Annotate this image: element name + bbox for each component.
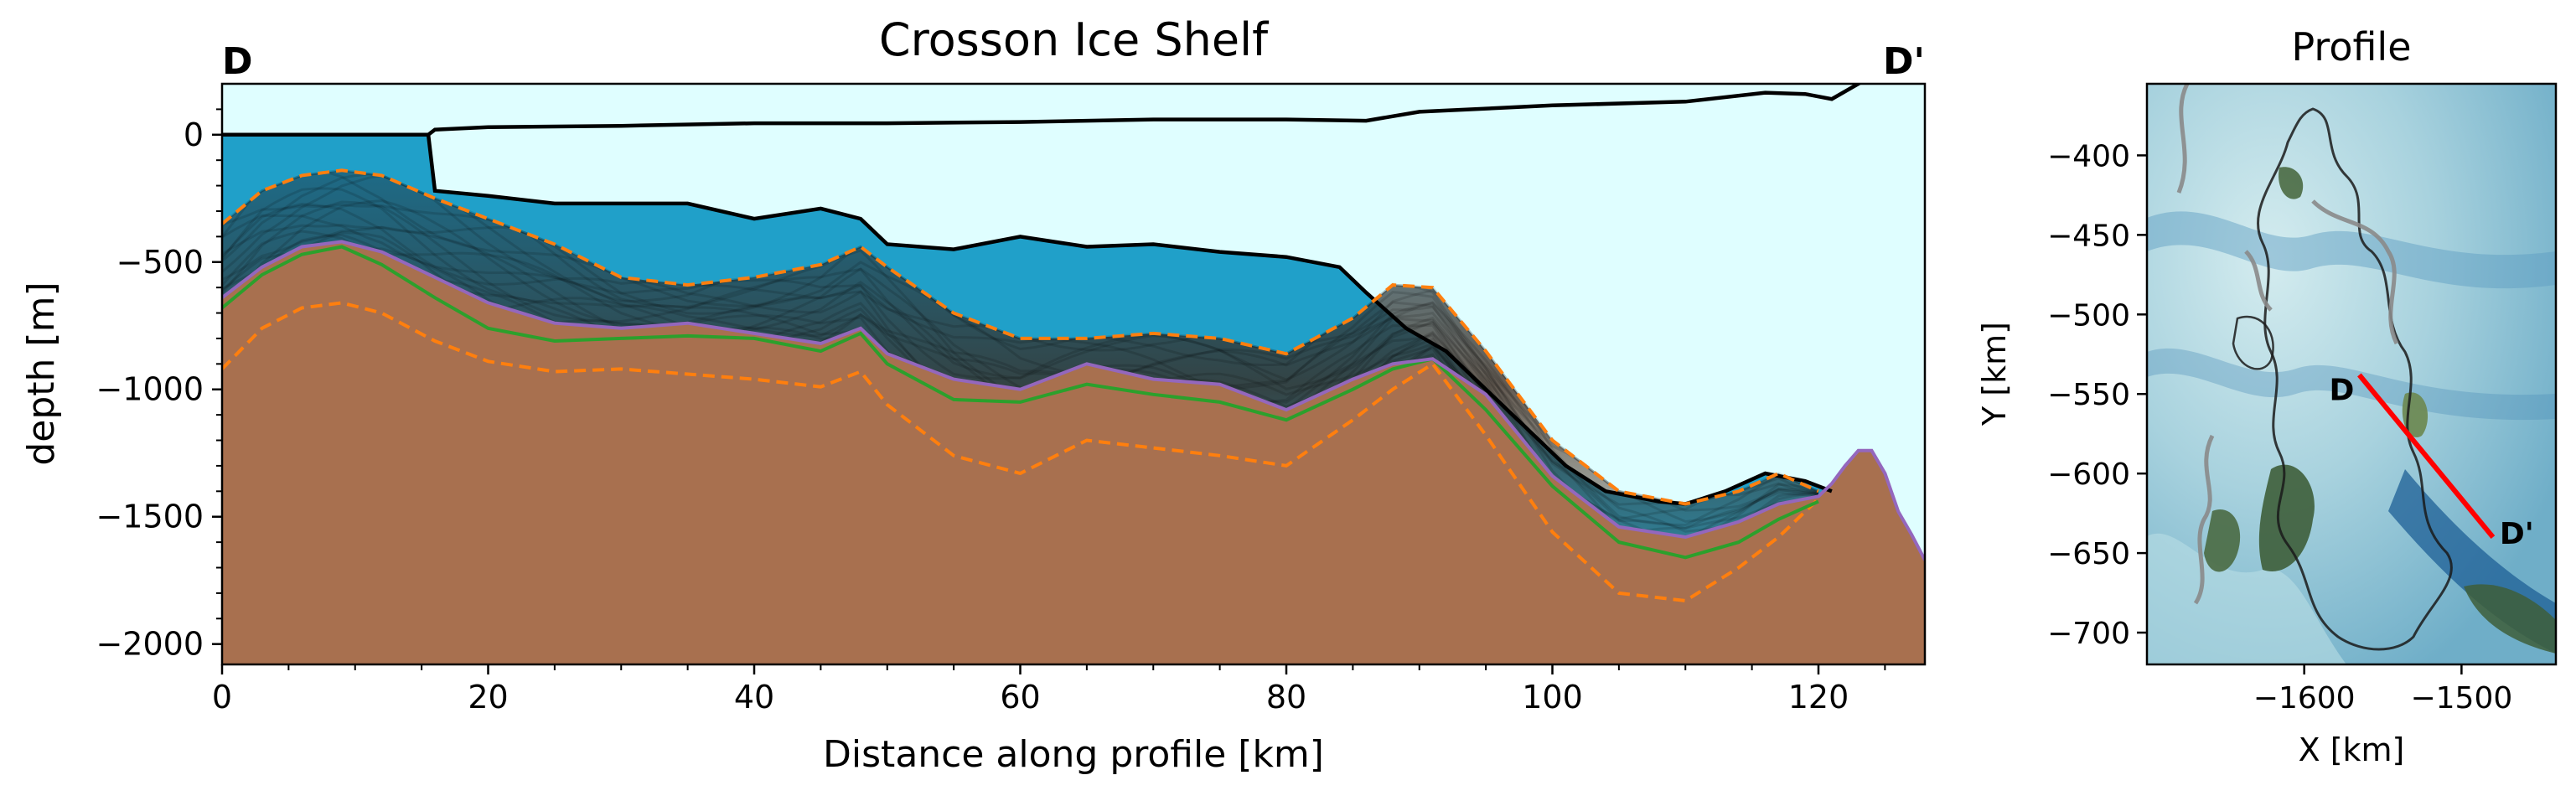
y-axis: 0 −500 −1000 −1500 −2000 [96, 108, 222, 663]
profile-line [2357, 373, 2496, 540]
endpoint-label-start: D [222, 40, 253, 83]
y-tick-label: −1500 [96, 499, 204, 535]
ensemble-line [222, 171, 1819, 527]
x-tick-label: 40 [734, 679, 774, 716]
map-y-tick-label: −650 [2047, 537, 2130, 571]
ice-shelf-outline [2257, 107, 2453, 651]
map-endpoint-end: D' [2500, 517, 2534, 551]
map-y-tick-label: −500 [2047, 298, 2130, 333]
x-tick-label: 120 [1788, 679, 1849, 716]
chart-title: Crosson Ice Shelf [879, 13, 1270, 66]
ice-base-line [222, 132, 1833, 506]
map-y-axis: −400 −450 −500 −550 −600 −650 −700 [2047, 139, 2147, 651]
ice-flow-texture [2147, 211, 2556, 289]
map-endpoint-start: D [2329, 373, 2354, 407]
y-tick-label: −2000 [96, 626, 204, 663]
location-map: Profile D D' −1600 −1500 −400 −450 −500 −550… [1976, 24, 2558, 768]
endpoint-label-end: D' [1883, 40, 1925, 83]
y-axis-label: depth [m] [20, 282, 63, 465]
x-tick-label: 80 [1266, 679, 1306, 716]
ensemble-line [222, 202, 1819, 550]
rock-outcrop [2258, 464, 2315, 571]
water-region [222, 134, 1832, 538]
profile-chart: Crosson Ice Shelf D D' 0 20 40 60 80 100 120 0… [20, 13, 1927, 776]
y-tick-label: 0 [184, 116, 204, 153]
map-frame [2145, 82, 2558, 666]
ice-flow-texture [2147, 348, 2556, 421]
ice-flow-texture [2147, 533, 2346, 664]
map-y-tick-label: −400 [2047, 139, 2130, 173]
y-tick-label: −1000 [96, 371, 204, 408]
bed-max-line [222, 168, 1819, 506]
map-y-tick-label: −700 [2047, 617, 2130, 651]
map-y-tick-label: −450 [2047, 219, 2130, 253]
map-title: Profile [2291, 24, 2411, 70]
x-tick-label: 20 [468, 679, 508, 716]
map-x-tick-label: −1500 [2410, 681, 2512, 716]
ice-surface-line [222, 84, 1863, 137]
grounding-line [2176, 84, 2399, 605]
ensemble-line [222, 200, 1819, 550]
ice-shelf-outline [2232, 315, 2274, 370]
x-axis-label: Distance along profile [km] [823, 733, 1324, 776]
x-tick-label: 0 [212, 679, 232, 716]
map-y-tick-label: −600 [2047, 457, 2130, 492]
map-x-tick-label: −1600 [2253, 681, 2356, 716]
rock-outcrop [2464, 584, 2556, 654]
x-axis: 0 20 40 60 80 100 120 [212, 664, 1886, 716]
map-y-axis-label: Y [km] [1976, 322, 2013, 426]
y-tick-label: −500 [116, 244, 204, 281]
x-tick-label: 100 [1522, 679, 1583, 716]
rock-outcrop [2279, 167, 2304, 199]
map-y-tick-label: −550 [2047, 378, 2130, 412]
median-bed-line [222, 245, 1819, 560]
rock-outcrop [2204, 509, 2241, 572]
bedrock-region [222, 241, 1925, 664]
map-area: D D' [2147, 84, 2556, 664]
map-x-axis-label: X [km] [2299, 731, 2405, 768]
x-tick-label: 60 [1000, 679, 1040, 716]
ensemble-line [222, 203, 1819, 506]
bed-min-line [222, 301, 1820, 603]
map-x-axis: −1600 −1500 [2253, 664, 2512, 716]
mean-bed-line [222, 240, 1925, 561]
plot-area [222, 84, 1925, 664]
plot-frame [220, 82, 1927, 666]
